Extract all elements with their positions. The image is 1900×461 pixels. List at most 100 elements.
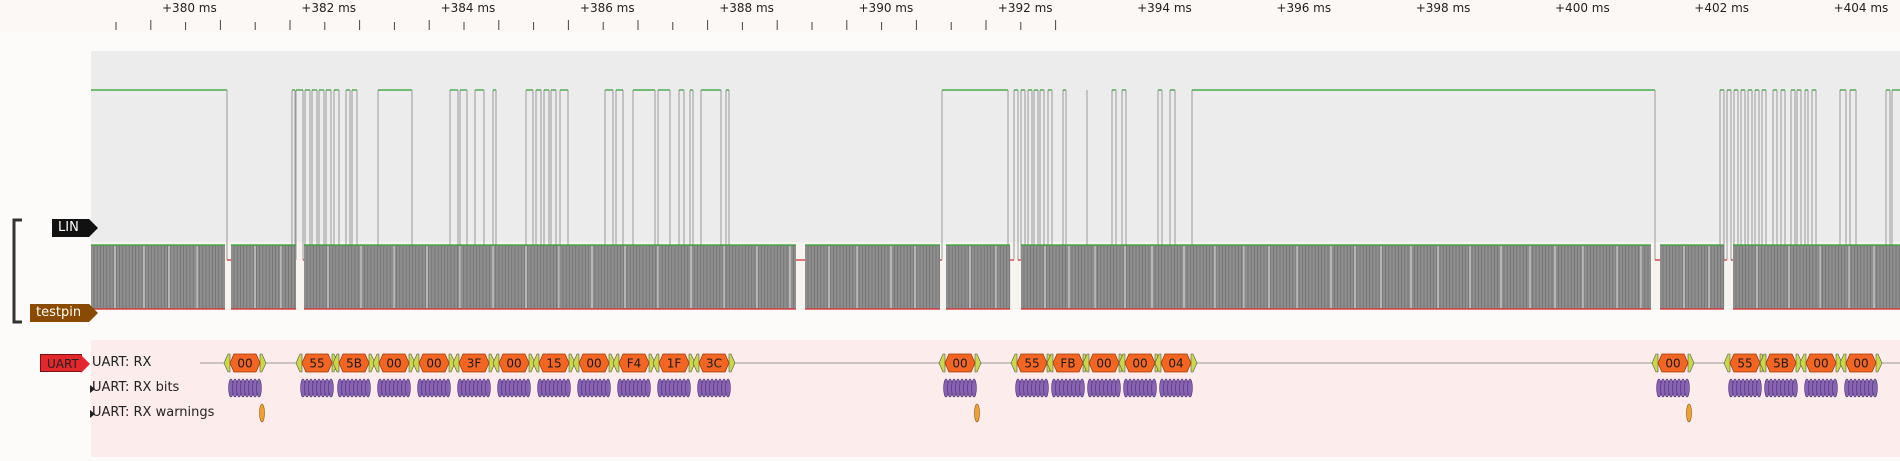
ruler-tick-label: +396 ms	[1276, 1, 1331, 15]
uart-rx-byte-label: 00	[1132, 357, 1147, 371]
time-ruler[interactable]: +380 ms +382 ms +384 ms +386 ms +388 ms +390 …	[0, 0, 1900, 32]
uart-rx-byte	[1805, 353, 1837, 373]
uart-rx-warning	[1686, 403, 1692, 423]
ruler-tick-label: +380 ms	[162, 1, 217, 15]
uart-rx-byte	[538, 353, 570, 373]
uart-rx-warning	[259, 403, 265, 423]
lin-trace-background	[91, 51, 1900, 259]
uart-stop-bit	[1835, 353, 1843, 373]
uart-rx-bit	[645, 378, 651, 398]
uart-rx-byte-label: 15	[546, 357, 561, 371]
trace-area[interactable]: 00 55 5B 00 00 3F 00 15 00 F4 1F 3C 00 55 FB 00 00 04 00 55…	[0, 32, 1900, 457]
uart-stop-bit	[648, 353, 656, 373]
expand-rx-warnings-icon[interactable]	[90, 410, 95, 418]
uart-rx-byte-label: 00	[586, 357, 601, 371]
uart-rx-byte-label: 55	[1024, 357, 1039, 371]
uart-rx-byte-label: 00	[1853, 357, 1868, 371]
uart-rx-byte-label: 3F	[467, 357, 482, 371]
uart-rx-byte-label: 00	[386, 357, 401, 371]
uart-rx-byte	[1845, 353, 1877, 373]
uart-rx-bit	[256, 378, 262, 398]
uart-rx-byte	[1016, 353, 1048, 373]
uart-rx-bit	[1832, 378, 1838, 398]
uart-rx-byte-label: 00	[426, 357, 441, 371]
uart-rx-bit	[405, 378, 411, 398]
uart-stop-bit	[568, 353, 576, 373]
uart-rx-byte	[698, 353, 730, 373]
uart-rx-byte	[1124, 353, 1156, 373]
uart-stop-bit	[368, 353, 376, 373]
uart-rx-bit	[1684, 378, 1690, 398]
ruler-tick-label: +388 ms	[719, 1, 774, 15]
uart-rx-warning	[974, 403, 980, 423]
uart-rx-byte	[1657, 353, 1689, 373]
uart-rx-byte	[229, 353, 261, 373]
uart-rx-bit	[725, 378, 731, 398]
uart-rx-bytes: 00 55 5B 00 00 3F 00 15 00 F4 1F 3C 00 55 FB 00 00 04 00 55…	[223, 353, 1883, 398]
uart-rx-bit	[328, 378, 334, 398]
uart-rx-byte	[338, 353, 370, 373]
ruler-tick-label: +404 ms	[1834, 1, 1889, 15]
uart-rx-bit	[685, 378, 691, 398]
ruler-tick-label: +382 ms	[301, 1, 356, 15]
uart-rx-byte	[1088, 353, 1120, 373]
uart-rx-bit	[1792, 378, 1798, 398]
lin-waveform	[91, 89, 1900, 261]
uart-rx-bit	[1079, 378, 1085, 398]
ruler-tick-label: +386 ms	[580, 1, 635, 15]
testpin-waveform	[91, 244, 1900, 310]
uart-rx-byte-label: FB	[1060, 357, 1075, 371]
uart-rx-byte-label: 3C	[706, 357, 722, 371]
row-label-uart-rx-bits[interactable]: UART: RX bits	[92, 380, 180, 395]
uart-stop-bit	[1875, 353, 1883, 373]
uart-stop-bit	[488, 353, 496, 373]
uart-stop-bit	[728, 353, 736, 373]
channel-label-testpin[interactable]: testpin	[30, 304, 98, 322]
uart-stop-bit	[1190, 353, 1198, 373]
uart-stop-bit	[259, 353, 267, 373]
row-label-uart-rx-warnings[interactable]: UART: RX warnings	[92, 405, 215, 420]
testpin-burst	[1733, 245, 1900, 309]
uart-rx-bit	[605, 378, 611, 398]
uart-rx-byte	[301, 353, 333, 373]
uart-rx-bit	[1043, 378, 1049, 398]
signal-traces: 00 55 5B 00 00 3F 00 15 00 F4 1F 3C 00 55 FB 00 00 04 00 55…	[12, 51, 1900, 457]
uart-rx-bit	[1756, 378, 1762, 398]
uart-rx-byte	[1160, 353, 1192, 373]
uart-rx-byte-label: 55	[309, 357, 324, 371]
uart-rx-bit	[1187, 378, 1193, 398]
uart-rx-byte	[498, 353, 530, 373]
ruler-tick-label: +398 ms	[1416, 1, 1471, 15]
ruler-tick-label: +402 ms	[1694, 1, 1749, 15]
uart-rx-byte-label: 00	[952, 357, 967, 371]
uart-rx-bit	[485, 378, 491, 398]
uart-rx-bit	[525, 378, 531, 398]
uart-rx-byte	[578, 353, 610, 373]
uart-rx-byte-label: F4	[627, 357, 642, 371]
uart-stop-bit	[974, 353, 982, 373]
uart-stop-bit	[408, 353, 416, 373]
uart-rx-byte-label: 55	[1737, 357, 1752, 371]
ruler-tick-label: +390 ms	[859, 1, 914, 15]
uart-rx-byte-label: 00	[506, 357, 521, 371]
ruler-tick-label: +384 ms	[441, 1, 496, 15]
ruler-tick-label: +400 ms	[1555, 1, 1610, 15]
uart-stop-bit	[688, 353, 696, 373]
uart-rx-bit	[1872, 378, 1878, 398]
uart-rx-byte	[1729, 353, 1761, 373]
uart-rx-byte-label: 1F	[667, 357, 682, 371]
uart-rx-byte	[658, 353, 690, 373]
ruler-tick-label: +392 ms	[998, 1, 1053, 15]
expand-rx-bits-icon[interactable]	[90, 385, 95, 393]
uart-rx-byte	[458, 353, 490, 373]
channel-label-lin[interactable]: LIN	[52, 219, 98, 237]
uart-rx-bit	[971, 378, 977, 398]
uart-rx-bit	[365, 378, 371, 398]
uart-rx-bit	[445, 378, 451, 398]
channel-group-bracket	[12, 218, 22, 324]
uart-stop-bit	[1687, 353, 1695, 373]
uart-stop-bit	[1795, 353, 1803, 373]
uart-rx-byte-label: 00	[1813, 357, 1828, 371]
decoder-label-uart[interactable]: UART	[40, 354, 90, 373]
row-label-uart-rx: UART: RX	[92, 355, 152, 370]
